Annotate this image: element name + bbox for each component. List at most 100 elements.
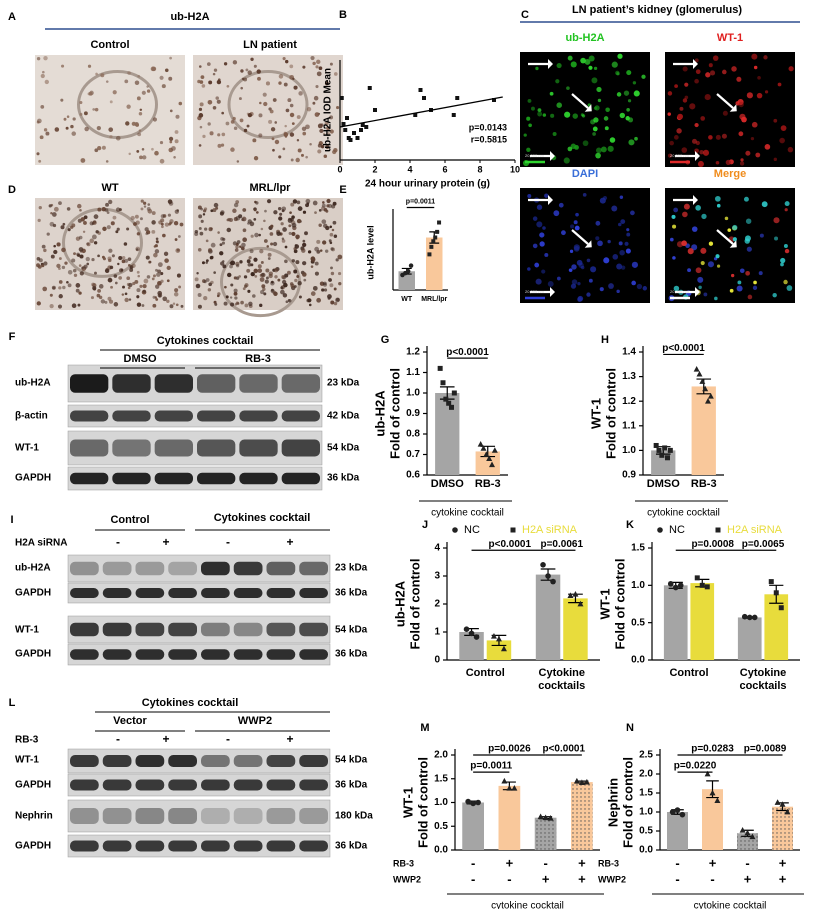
data-point <box>511 785 518 791</box>
cell <box>113 274 118 278</box>
data-point <box>739 827 746 833</box>
cell <box>247 262 252 267</box>
data-point <box>659 452 665 458</box>
cell <box>160 271 164 276</box>
band <box>239 439 278 457</box>
sign: + <box>286 732 293 746</box>
cell <box>297 206 303 211</box>
data-point <box>433 235 438 240</box>
cell <box>61 265 66 270</box>
band <box>70 561 99 576</box>
cell <box>764 90 769 94</box>
cell <box>617 53 623 59</box>
data-point <box>550 578 556 585</box>
cell <box>603 116 609 121</box>
cell <box>553 210 560 217</box>
cell <box>295 157 300 163</box>
cell <box>336 106 340 110</box>
cell <box>269 109 274 114</box>
size-label: 180 kDa <box>335 811 373 822</box>
data-point <box>751 614 758 621</box>
cell <box>146 89 151 93</box>
cell <box>731 66 737 72</box>
size-label: 42 kDa <box>327 411 360 422</box>
cell <box>282 293 288 298</box>
cell <box>285 108 290 113</box>
size-label: 54 kDa <box>335 625 368 636</box>
cell <box>89 221 94 226</box>
sign: - <box>507 871 511 886</box>
band <box>154 374 193 393</box>
band <box>102 808 132 824</box>
bar <box>702 789 723 850</box>
data-point <box>465 798 471 805</box>
band <box>201 840 230 852</box>
cell <box>547 281 554 287</box>
blot-background <box>67 582 331 604</box>
row-label: RB-3 <box>598 858 619 868</box>
cell <box>94 107 99 112</box>
cell <box>619 249 625 256</box>
cell <box>136 302 142 307</box>
x-tick-label: 4 <box>407 164 412 174</box>
cell <box>79 208 82 212</box>
bar <box>691 386 716 475</box>
band <box>299 840 328 852</box>
cell <box>258 233 261 237</box>
cell <box>155 237 159 241</box>
cell <box>542 113 547 117</box>
cell <box>301 126 307 132</box>
cell <box>257 268 263 273</box>
band <box>135 588 165 598</box>
blot-label: ub-H2A <box>15 378 51 389</box>
cell <box>682 66 688 72</box>
cell <box>145 255 150 260</box>
cell <box>204 227 208 231</box>
cell <box>332 149 337 155</box>
data-point <box>705 398 712 404</box>
cell <box>134 279 139 284</box>
cell <box>283 82 288 87</box>
cell <box>157 269 162 274</box>
cell <box>584 59 591 65</box>
band <box>233 622 263 637</box>
cell <box>284 124 287 128</box>
cell <box>105 80 109 83</box>
cell <box>573 220 578 225</box>
cell <box>86 242 91 247</box>
sign: + <box>542 871 550 886</box>
band <box>102 588 132 598</box>
y-tick-label: 1.5 <box>434 773 448 784</box>
cell <box>694 122 699 128</box>
cell <box>208 80 213 85</box>
cell <box>314 261 319 266</box>
blot <box>67 364 323 403</box>
cell <box>248 256 252 260</box>
panel-letter: N <box>626 722 634 734</box>
blot-label: GAPDH <box>15 841 51 852</box>
cell <box>242 208 247 212</box>
cell <box>127 71 131 75</box>
band <box>112 410 151 422</box>
cell <box>139 284 143 288</box>
data-point <box>714 797 721 803</box>
arrow-head <box>550 287 555 297</box>
cell <box>94 271 97 275</box>
band <box>201 588 230 598</box>
cell <box>599 287 604 292</box>
cell <box>321 206 326 211</box>
cell <box>213 300 217 304</box>
cell <box>262 92 267 97</box>
cell <box>242 237 247 243</box>
blot-label: GAPDH <box>15 473 51 484</box>
cell <box>113 302 119 307</box>
cell <box>159 158 165 164</box>
label: Cytokines cocktail <box>142 697 239 709</box>
band <box>168 808 197 824</box>
cell <box>618 241 623 246</box>
cell <box>151 211 156 216</box>
cell <box>94 148 99 153</box>
cell <box>225 121 230 126</box>
cell <box>178 285 182 289</box>
cell <box>773 217 780 224</box>
